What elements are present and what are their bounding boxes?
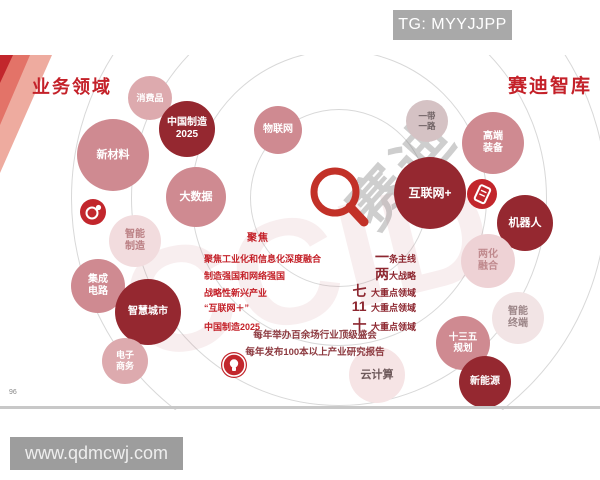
annual-activity-lines: 每年举办百余场行业顶级盛会 每年发布100本以上产业研究报告 [245,330,385,358]
focus-row: 战略性新兴产业 七 大重点领域 [204,283,416,299]
focus-row: “互联网＋” 11 大重点领域 [204,298,416,314]
magnifier-icon [310,167,369,227]
focus-row: 中国制造2025 十 大重点领域 [204,317,416,333]
slide-canvas: CCID 赛迪 业务领域 赛迪智库 消费品 中国制造 2025 物联网 新材料 … [0,55,600,410]
page-number: 96 [9,389,17,396]
bubble-smart-terminal: 智能 终端 [492,292,544,344]
bubble-iot: 物联网 [254,106,302,154]
bulb-icon [221,352,247,378]
bubble-high-end-equipment: 高端 装备 [462,112,524,174]
bubble-made-in-china-2025: 中国制造 2025 [159,101,215,157]
focus-rows: 聚焦工业化和信息化深度融合 一条主线 制造强国和网络强国 两大战略 战略性新兴产… [204,247,416,333]
bubble-smart-manufacturing: 智能 制造 [109,215,161,267]
bubble-new-materials: 新材料 [77,119,149,191]
focus-row: 制造强国和网络强国 两大战略 [204,266,416,282]
bubble-smart-city: 智慧城市 [115,279,181,345]
tg-watermark-badge: TG: MYYJJPP [393,10,512,40]
bubble-belt-and-road: 一带 一路 [406,100,448,142]
bubble-big-data: 大数据 [166,167,226,227]
bubble-cloud-computing: 云计算 [349,347,405,403]
bubble-e-commerce: 电子 商务 [102,338,148,384]
slide-bottom-edge [0,406,600,409]
corner-ribbon-decoration [0,55,52,173]
brand-logo: 赛迪智库 [507,76,592,97]
bubble-integration-of-it-and-industry: 两化 融合 [461,234,515,288]
focus-heading: 聚焦 [247,233,269,244]
bubble-internet-plus: 互联网+ [394,157,466,229]
site-watermark-badge: www.qdmcwj.com [10,437,183,470]
page-title: 业务领域 [32,77,112,97]
molecule-icon [80,199,106,225]
scroll-icon [467,179,497,209]
bubble-new-energy: 新能源 [459,356,511,408]
focus-row: 聚焦工业化和信息化深度融合 一条主线 [204,249,416,265]
